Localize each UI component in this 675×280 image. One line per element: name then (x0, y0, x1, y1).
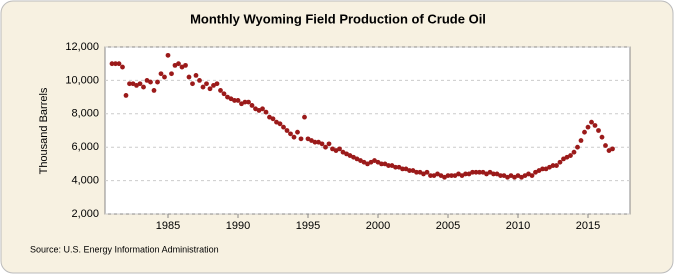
point (207, 86, 213, 92)
point (337, 146, 342, 152)
point (393, 164, 398, 170)
y-tick-label: 2,000 (71, 208, 99, 220)
y-tick-label: 6,000 (71, 141, 99, 153)
point (326, 141, 332, 147)
point (463, 171, 468, 177)
point (155, 79, 160, 85)
point (554, 163, 559, 168)
x-tick-label: 2000 (366, 220, 390, 232)
point (260, 106, 265, 112)
point (263, 109, 269, 115)
point (165, 52, 171, 58)
point (557, 159, 563, 165)
x-tick-label: 2015 (576, 220, 600, 232)
point (284, 128, 290, 133)
point (414, 169, 419, 175)
point (190, 81, 195, 87)
point (120, 64, 125, 70)
point (214, 81, 220, 87)
point (386, 163, 391, 168)
point (295, 129, 300, 135)
point (116, 61, 122, 67)
chart-title: Monthly Wyoming Field Production of Crud… (190, 11, 486, 26)
point (302, 114, 307, 120)
point (193, 72, 199, 78)
point (169, 71, 174, 77)
point (585, 124, 591, 130)
point (277, 121, 283, 127)
point (589, 119, 594, 125)
point (235, 98, 241, 103)
point (568, 153, 573, 158)
point (400, 166, 405, 172)
point (141, 84, 146, 90)
point (582, 129, 587, 135)
point (176, 61, 181, 67)
point (428, 173, 433, 178)
point (298, 136, 304, 142)
point (148, 79, 153, 85)
point (610, 146, 615, 152)
point (127, 81, 132, 87)
point (218, 88, 223, 93)
point (242, 99, 248, 105)
point (137, 81, 143, 87)
point (158, 71, 164, 77)
point (151, 88, 157, 93)
point (445, 173, 451, 178)
point (603, 143, 608, 148)
x-tick-label: 1985 (156, 220, 180, 232)
point (424, 169, 430, 175)
point (491, 171, 496, 177)
plot-area (104, 46, 631, 215)
point (578, 138, 584, 143)
x-tick-label: 1995 (296, 220, 320, 232)
point (529, 173, 535, 178)
point (249, 103, 255, 108)
source: Source: U.S. Energy Information Administ… (30, 244, 219, 254)
point (291, 134, 297, 140)
point (540, 166, 545, 172)
point (449, 173, 454, 178)
point (197, 78, 202, 83)
point (123, 93, 129, 98)
point (470, 169, 475, 175)
point (550, 163, 556, 168)
point (571, 149, 577, 155)
point (200, 84, 206, 90)
point (183, 62, 188, 68)
point (186, 74, 192, 80)
x-tick-label: 2010 (506, 220, 530, 232)
point (270, 116, 276, 122)
y-axis-label: Thousand Barrels (38, 87, 50, 174)
point (575, 144, 580, 150)
point (281, 124, 286, 130)
point (312, 139, 318, 145)
x-tick-label: 2005 (436, 220, 460, 232)
y-tick-label: 10,000 (65, 74, 99, 86)
point (473, 169, 479, 175)
point (592, 123, 598, 128)
point (323, 144, 328, 150)
point (221, 91, 227, 97)
y-tick-label: 12,000 (65, 41, 99, 53)
point (162, 74, 167, 80)
y-tick-label: 8,000 (71, 108, 99, 120)
point (477, 169, 482, 175)
point (596, 128, 601, 133)
point (204, 81, 209, 87)
point (379, 161, 384, 167)
point (232, 98, 237, 103)
point (407, 168, 412, 173)
point (109, 61, 115, 67)
point (498, 173, 503, 178)
point (288, 131, 293, 137)
point (113, 61, 118, 67)
x-tick-label: 1990 (226, 220, 250, 232)
point (319, 141, 325, 147)
point (246, 99, 251, 105)
y-tick-label: 4,000 (71, 175, 99, 187)
point (599, 134, 605, 140)
